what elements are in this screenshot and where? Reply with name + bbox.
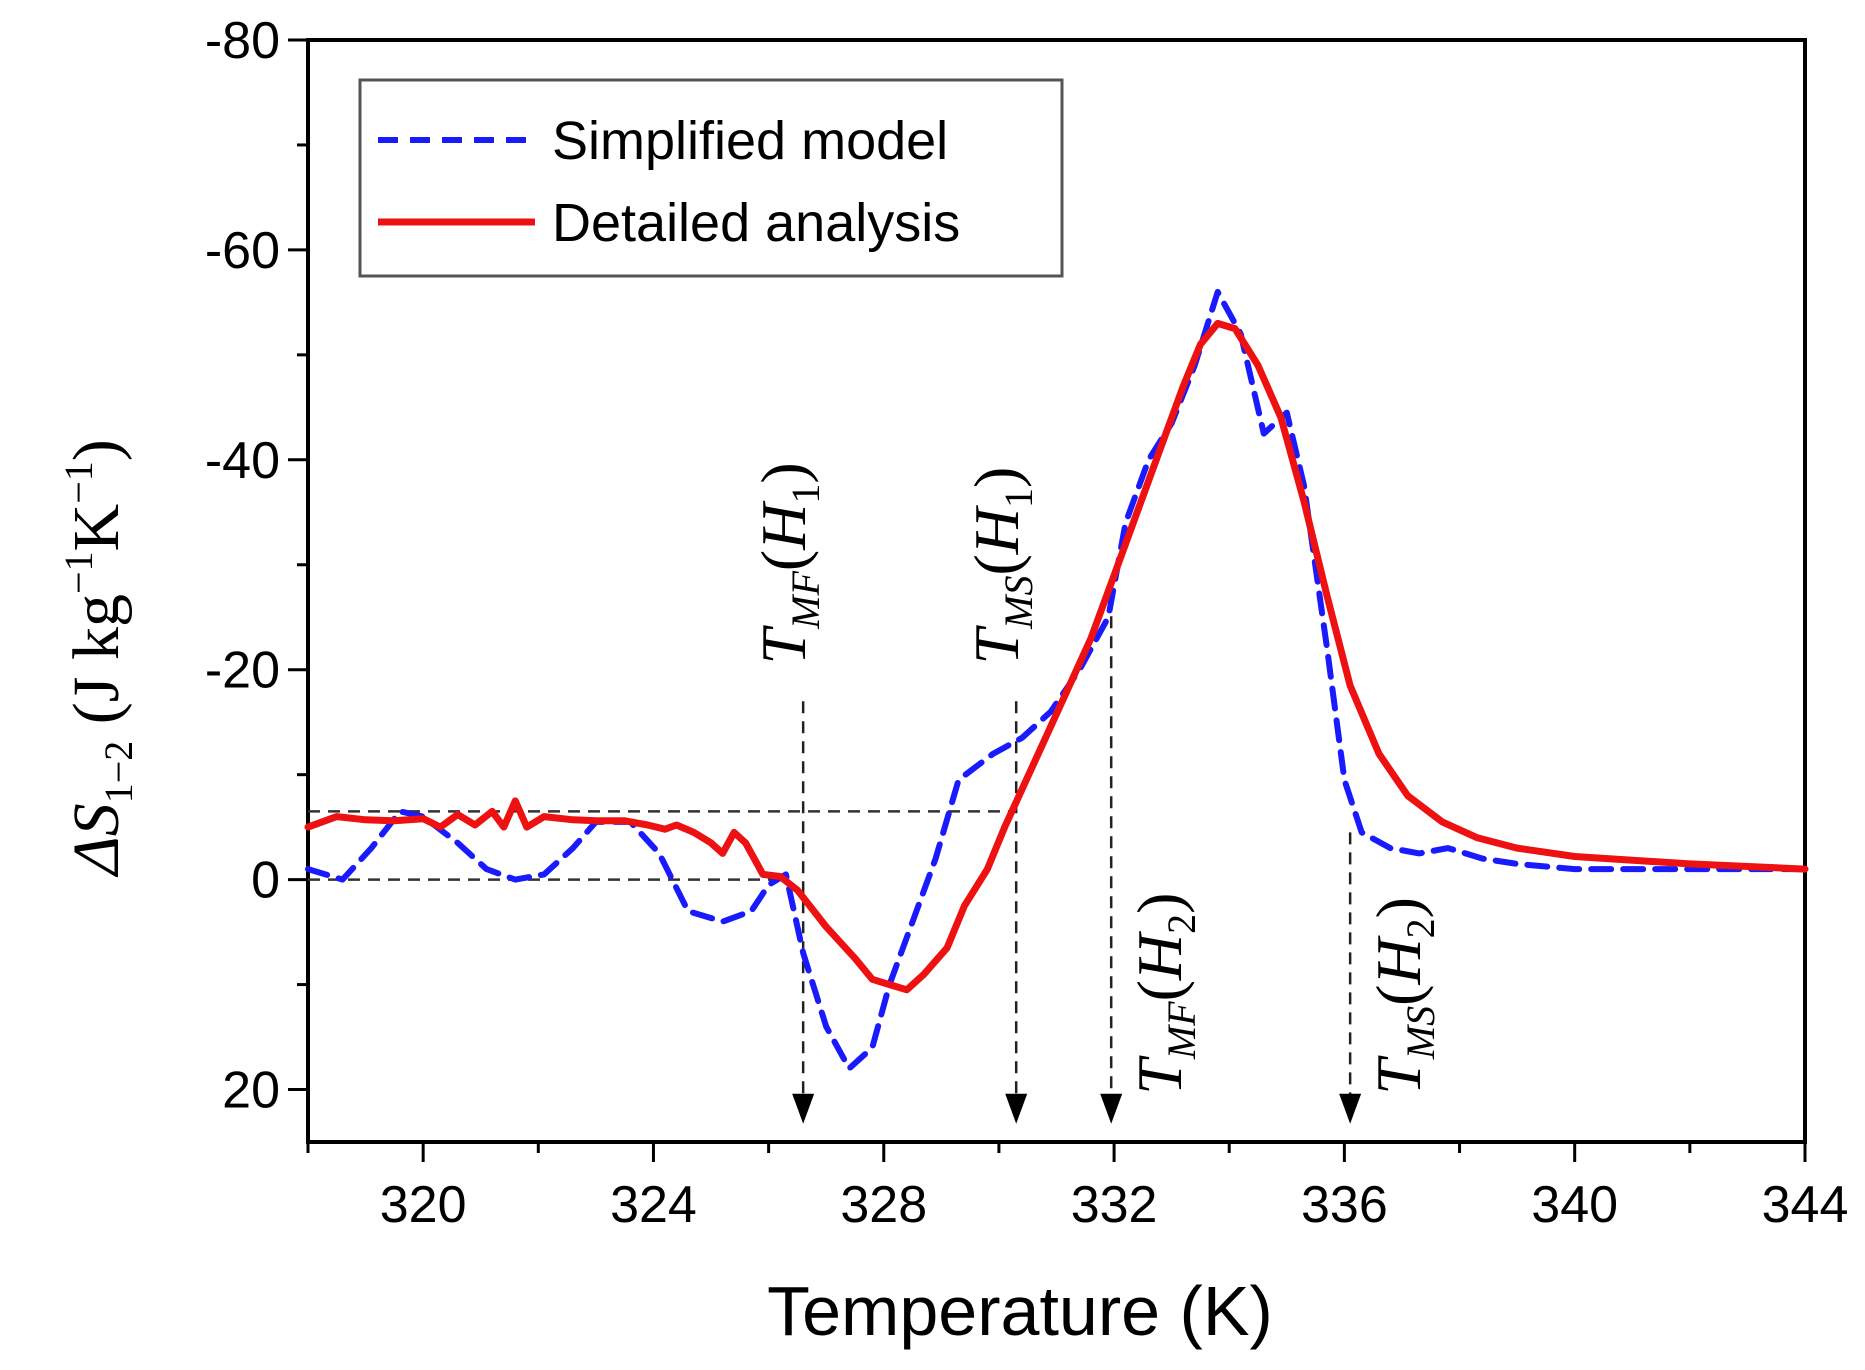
marker-label-part: (H	[748, 500, 819, 571]
marker-label-part: )	[748, 462, 819, 483]
marker-label-part: T	[1363, 1055, 1434, 1095]
marker-label-part: T	[961, 624, 1032, 664]
series-lines	[304, 288, 1809, 1072]
marker-label-part: T	[1124, 1055, 1195, 1095]
marker-label-part: )	[1363, 897, 1434, 918]
marker-label-part: 1	[996, 488, 1041, 508]
x-tick-label-320: 320	[380, 1176, 467, 1234]
x-tick-labels: 320 324 328 332 336 340 344	[380, 1176, 1849, 1234]
x-tick-label-332: 332	[1071, 1176, 1158, 1234]
marker-label-h: H	[748, 500, 819, 551]
series-line-simplified-model	[305, 288, 1808, 1072]
legend-label-simplified: Simplified model	[552, 111, 948, 171]
x-tick-label-328: 328	[840, 1176, 927, 1234]
x-tick-label-340: 340	[1531, 1176, 1618, 1234]
y-axis-title: ΔS1−2 (J kg−1K−1)	[56, 439, 141, 878]
marker-label-part: MS	[996, 576, 1041, 630]
marker-arrow-tms-h2	[1339, 1093, 1362, 1124]
y-axis-title-unit-mid: K	[60, 504, 133, 552]
marker-label-part: )	[1124, 893, 1195, 914]
y-tick-label-0: 0	[251, 852, 280, 910]
y-axis-title-unit-open: (J kg	[60, 594, 133, 741]
marker-label-part: (H	[1363, 935, 1434, 1006]
y-tick-label--40: -40	[205, 432, 280, 490]
marker-label-paren: (	[1363, 985, 1434, 1006]
marker-arrow-tmf-h2	[1100, 1093, 1123, 1124]
plot-frame	[306, 38, 1807, 1144]
legend-box	[358, 78, 1064, 278]
marker-label-tms-h1: TMS(H1)	[961, 467, 1041, 665]
marker-tms-h2: TMS(H2)	[1339, 832, 1443, 1124]
y-axis-title-exp1: −1	[56, 551, 101, 594]
marker-label-part: 2	[1398, 918, 1443, 938]
axis-ticks	[288, 38, 1807, 1162]
x-axis-title: Temperature (K)	[767, 1272, 1273, 1350]
y-tick-label--80: -80	[205, 12, 280, 70]
marker-label-tms-h2: TMS(H2)	[1363, 897, 1443, 1095]
marker-arrow-tmf-h1	[792, 1093, 815, 1124]
y-axis-title-unit-close: )	[60, 439, 133, 461]
marker-label-paren: (	[748, 550, 819, 571]
y-tick-labels: -80 -60 -40 -20 0 20	[205, 12, 280, 1120]
y-axis-title-exp2: −1	[56, 461, 101, 504]
marker-label-part: T	[748, 624, 819, 664]
marker-label-h: H	[1363, 935, 1434, 986]
marker-tmf-h2: TMF(H2)	[1100, 596, 1204, 1124]
x-tick-label-324: 324	[610, 1176, 697, 1234]
marker-label-part: )	[961, 467, 1032, 488]
marker-label-h: H	[961, 504, 1032, 555]
y-tick-label-20: 20	[222, 1062, 280, 1120]
marker-label-part: (H	[961, 504, 1032, 575]
y-tick-label--60: -60	[205, 222, 280, 280]
marker-label-part: MS	[1398, 1006, 1443, 1060]
marker-label-part: MF	[1159, 1001, 1204, 1060]
marker-label-part: (H	[1124, 930, 1195, 1001]
marker-label-tmf-h2: TMF(H2)	[1124, 893, 1204, 1095]
legend-label-detailed: Detailed analysis	[552, 193, 960, 253]
y-axis-title-main: ΔS	[60, 803, 133, 878]
x-tick-label-344: 344	[1762, 1176, 1849, 1234]
y-tick-label--20: -20	[205, 642, 280, 700]
reference-lines	[308, 810, 1017, 881]
marker-label-part: 2	[1159, 914, 1204, 934]
transition-markers: TMF(H1)TMS(H1)TMF(H2)TMS(H2)	[748, 462, 1443, 1124]
marker-arrow-tms-h1	[1005, 1093, 1028, 1124]
marker-tms-h1: TMS(H1)	[961, 467, 1041, 1124]
legend: Simplified model Detailed analysis	[358, 78, 1064, 278]
marker-tmf-h1: TMF(H1)	[748, 462, 828, 1124]
marker-label-part: MF	[783, 571, 828, 630]
marker-label-tmf-h1: TMF(H1)	[748, 462, 828, 664]
y-axis-title-sub: 1−2	[96, 741, 141, 804]
marker-label-paren: (	[961, 554, 1032, 575]
series-line-detailed-analysis	[304, 319, 1809, 994]
marker-label-paren: (	[1124, 980, 1195, 1001]
marker-label-h: H	[1124, 930, 1195, 981]
marker-label-part: 1	[783, 484, 828, 504]
x-tick-label-336: 336	[1301, 1176, 1388, 1234]
